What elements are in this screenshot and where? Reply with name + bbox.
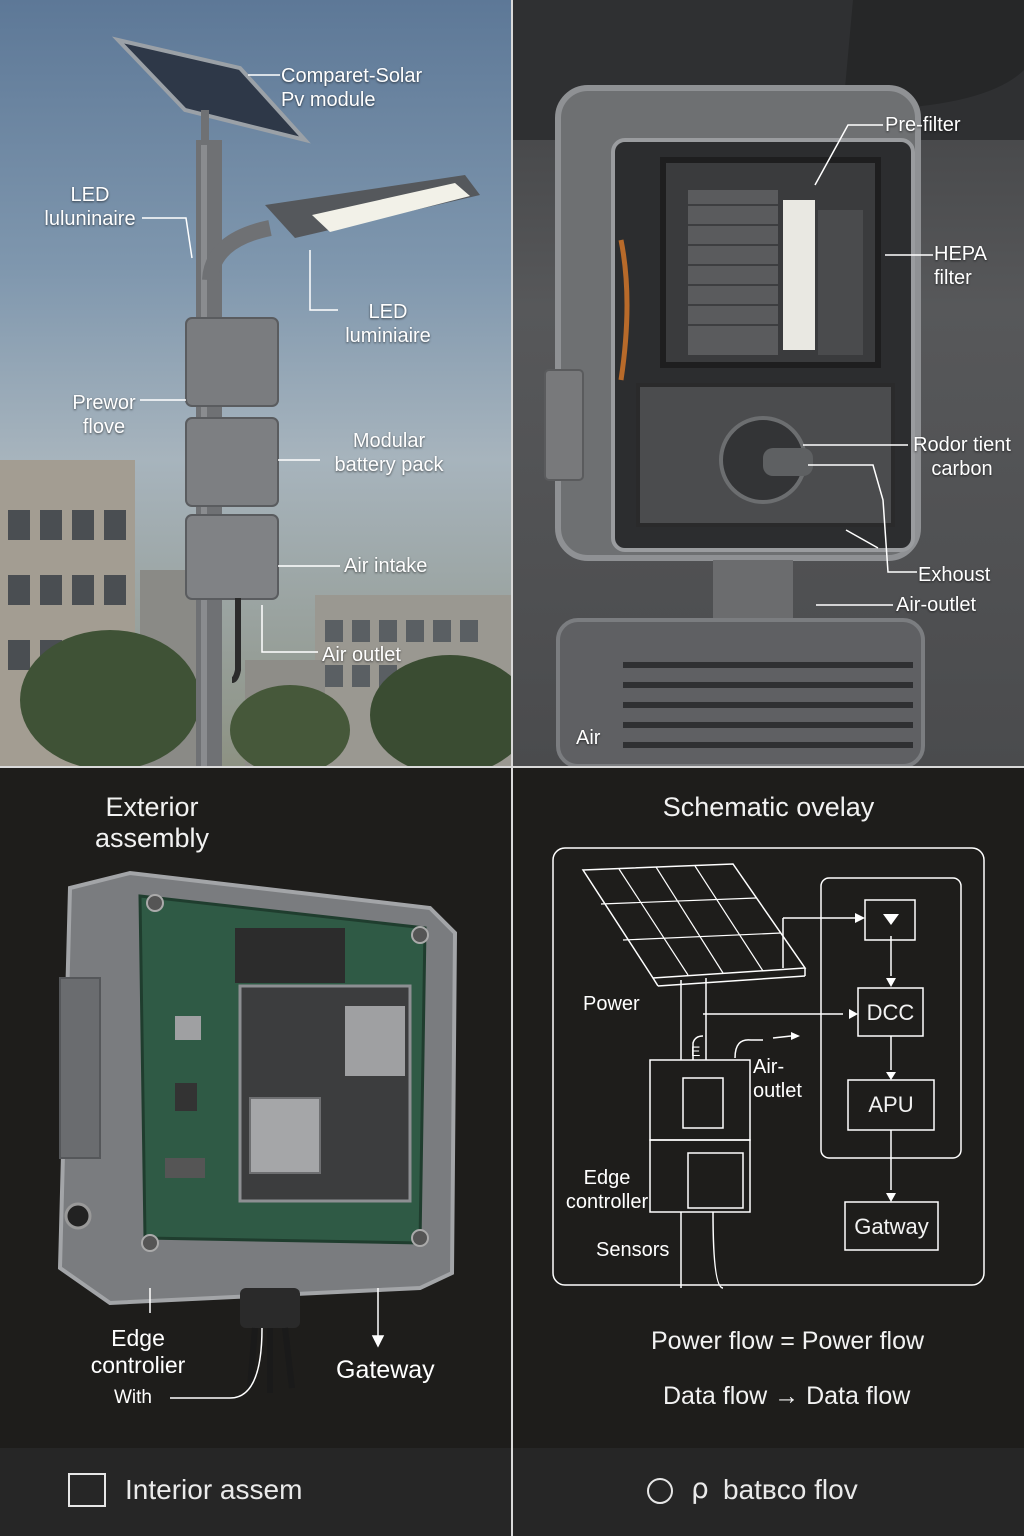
checkbox-icon[interactable] — [68, 1473, 106, 1507]
panel-title: Schematic ovelay — [662, 792, 875, 822]
label-air-outlet: Air-outlet — [896, 594, 977, 616]
panel-title: Exterior assembly — [94, 792, 210, 853]
sensor-box — [185, 317, 279, 407]
label-power-flow: Prewor flove — [72, 392, 136, 438]
radio-icon[interactable] — [647, 1478, 673, 1504]
label-edge-controller: Edge controlier — [90, 1325, 186, 1378]
horizontal-divider — [0, 766, 1024, 768]
label-e-mark: E — [691, 1043, 701, 1059]
equals-icon: = — [780, 1327, 802, 1355]
label-sensors: Sensors — [596, 1239, 670, 1261]
solar-panel — [111, 36, 311, 144]
air-box — [185, 514, 279, 600]
exterior-assembly-illustration — [57, 870, 458, 1399]
schematic-panel: Schematic ovelay — [513, 768, 1024, 1448]
legend-data-flow-right: Data flow — [806, 1382, 911, 1410]
solar-panel-outline — [581, 863, 807, 979]
label-battery-pack: Modular battery pack — [334, 430, 444, 476]
hepa-filter — [783, 200, 815, 350]
battery-box — [185, 417, 279, 507]
arrow-right-icon: → — [774, 1382, 800, 1410]
gateway-box[interactable] — [844, 1201, 939, 1251]
street-pole-illustration — [0, 36, 511, 766]
legend-power-flow-left: Power flow — [651, 1327, 774, 1355]
label-led-luluninaire: LED luluninaire — [44, 184, 136, 230]
label-gateway: Gateway — [336, 1356, 435, 1384]
vertical-divider — [511, 0, 513, 1536]
plug-icon: ⍴ — [691, 1473, 709, 1504]
footer-right-label: batʙᴄᴏ flov — [723, 1474, 858, 1505]
tree — [20, 630, 200, 766]
label-solar-pv: Comparet-Solar Pv module — [281, 65, 423, 111]
label-air-outlet: Air- outlet — [753, 1056, 802, 1102]
label-carbon: Rodor tient carbon — [913, 434, 1011, 480]
pre-filter — [688, 190, 778, 355]
dcc-box[interactable] — [857, 987, 924, 1037]
lower-vent-unit — [556, 618, 925, 766]
label-air-cut: Air — [576, 727, 601, 749]
label-power: Power — [583, 993, 640, 1015]
label-with: With — [114, 1387, 152, 1408]
footer-right: ⍴ batʙᴄᴏ flov — [513, 1448, 1024, 1536]
label-hepa-filter: HEPA filter — [934, 243, 987, 289]
legend-power-flow-right: Power flow — [801, 1327, 925, 1355]
box-label-gateway: Gatway — [854, 1214, 929, 1239]
footer-left: Interior assem — [0, 1448, 511, 1536]
schematic-diagram — [552, 847, 985, 1289]
label-pre-filter: Pre-filter — [885, 114, 961, 136]
label-exhaust: Exhoust — [918, 564, 991, 586]
exterior-assembly-panel: Exterior assembly Edge controlier With G… — [0, 768, 511, 1448]
label-edge-controller: Edge controller — [565, 1167, 649, 1213]
legend-data-flow-left: Data flow — [663, 1382, 768, 1410]
sensor-box — [649, 1139, 751, 1213]
legend-power-flow: Power flow = Power flow — [651, 1326, 924, 1356]
legend-data-flow: Data flow → Data flow — [663, 1381, 910, 1411]
interior-cutaway-panel: Pre-filter HEPA filter Rodor tient carbo… — [513, 0, 1024, 766]
label-led-luminiaire: LED luminiaire — [345, 301, 431, 347]
street-pole-panel: Comparet-Solar Pv module LED luluninaire… — [0, 0, 511, 766]
processor-chip — [249, 1097, 321, 1174]
label-air-outlet: Air outlet — [322, 644, 401, 666]
box-label-apu: APU — [868, 1092, 914, 1117]
schematic-frame — [552, 847, 985, 1286]
footer-left-label: Interior assem — [125, 1474, 303, 1505]
sensor-node-box — [864, 899, 916, 941]
box-label-dcc: DCC — [866, 1000, 915, 1025]
interior-cutaway-illustration — [513, 0, 1024, 766]
label-air-intake: Air intake — [344, 555, 428, 577]
